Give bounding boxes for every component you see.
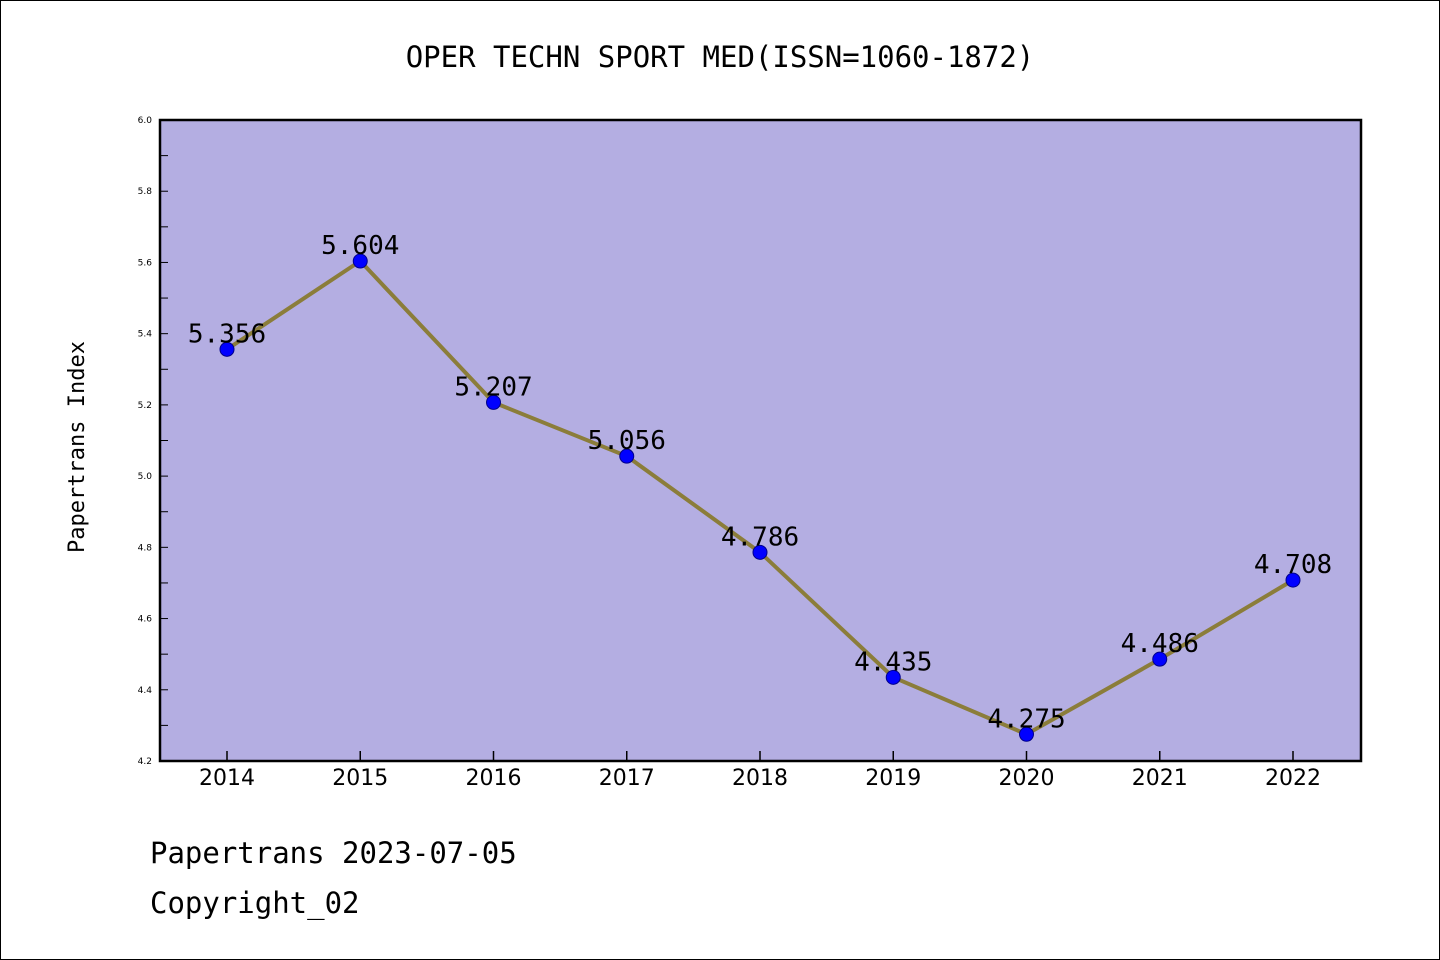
- x-tick-label: 2016: [466, 766, 522, 791]
- x-tick-label: 2021: [1132, 766, 1188, 791]
- footer-date: Papertrans 2023-07-05: [150, 836, 517, 870]
- y-tick-label: 4.2: [138, 757, 152, 767]
- data-label: 4.435: [854, 647, 932, 677]
- footer-copyright: Copyright_02: [150, 886, 360, 920]
- y-tick-label: 4.4: [138, 686, 153, 696]
- y-tick-label: 4.6: [138, 615, 153, 625]
- x-tick-label: 2014: [199, 766, 255, 791]
- x-tick-label: 2017: [599, 766, 655, 791]
- y-axis-label: Papertrans Index: [65, 341, 90, 553]
- chart-title: OPER TECHN SPORT MED(ISSN=1060-1872): [406, 40, 1035, 74]
- x-tick-label: 2022: [1265, 766, 1321, 791]
- y-tick-label: 5.8: [138, 187, 153, 197]
- y-tick-label: 4.8: [138, 543, 153, 553]
- data-label: 5.207: [454, 372, 532, 402]
- y-tick-label: 6.0: [138, 116, 153, 126]
- y-tick-label: 5.4: [138, 330, 153, 340]
- x-tick-label: 2015: [332, 766, 388, 791]
- plot-border: [158, 118, 1363, 763]
- data-point: [1285, 572, 1301, 588]
- data-label: 5.056: [588, 426, 666, 456]
- data-point: [752, 544, 768, 560]
- x-tick-label: 2019: [865, 766, 921, 791]
- data-label: 4.275: [987, 704, 1065, 734]
- data-label: 4.708: [1254, 550, 1332, 580]
- x-tick-label: 2018: [732, 766, 788, 791]
- data-point: [486, 394, 501, 410]
- data-label: 4.786: [721, 522, 799, 552]
- data-label: 5.356: [188, 319, 266, 349]
- data-label: 5.604: [321, 231, 399, 261]
- data-point: [1019, 726, 1034, 742]
- data-point: [1152, 651, 1168, 667]
- data-point: [619, 448, 635, 464]
- data-label: 4.486: [1121, 629, 1199, 659]
- x-tick-label: 2020: [999, 766, 1055, 791]
- plot-area: [160, 120, 1361, 761]
- y-tick-label: 5.6: [138, 258, 153, 268]
- x-axis: 2014 2015 2016 2017 2018 2019 2020 2021 2022: [199, 751, 1321, 791]
- y-tick-label: 5.0: [138, 472, 153, 482]
- data-point: [219, 341, 235, 357]
- series-layer: 5.356 5.604 5.207 5.056 4.786 4.435 4.275 4.486…: [188, 231, 1332, 742]
- y-tick-label: 5.2: [138, 401, 152, 411]
- data-point: [885, 669, 901, 685]
- data-point: [352, 253, 368, 269]
- y-axis: 4.2 4.4 4.6 4.8 5.0 5.2 5.4 5.6 5.8 6.0: [138, 116, 168, 767]
